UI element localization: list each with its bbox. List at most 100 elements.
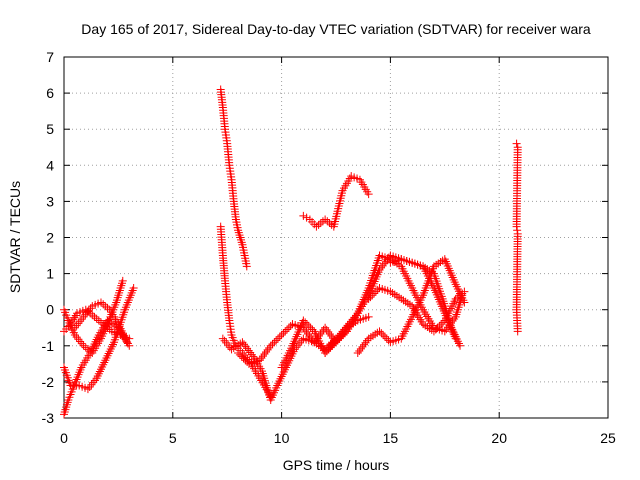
data-point	[448, 273, 457, 282]
data-point	[265, 343, 274, 352]
data-point	[356, 344, 365, 353]
data-point	[237, 352, 246, 361]
x-tick-label: 0	[60, 430, 68, 446]
data-point	[87, 380, 96, 389]
y-axis-label: SDTVAR / TECUs	[7, 181, 23, 293]
data-point	[373, 285, 382, 294]
data-point	[513, 327, 522, 336]
data-point	[435, 321, 444, 330]
data-point	[72, 321, 81, 330]
data-point	[70, 313, 79, 322]
data-point	[363, 336, 372, 345]
series-late-c	[353, 255, 469, 358]
data-point	[241, 356, 250, 365]
data-point	[242, 262, 251, 271]
data-point	[327, 332, 336, 341]
data-point	[325, 329, 334, 338]
data-point	[81, 310, 90, 319]
data-point	[322, 325, 331, 334]
data-point	[83, 385, 92, 394]
axis-ticks	[63, 56, 609, 419]
data-point	[440, 327, 449, 336]
y-tick-label: 7	[46, 49, 54, 65]
data-point	[286, 321, 295, 330]
series-early-e	[70, 298, 132, 347]
data-point	[443, 262, 452, 271]
data-point	[260, 350, 269, 359]
data-point	[270, 338, 279, 347]
data-point	[239, 340, 248, 349]
data-point	[246, 348, 255, 357]
data-point	[380, 332, 389, 341]
data-point	[268, 339, 277, 348]
data-point	[433, 323, 442, 332]
y-tick-label: 3	[46, 193, 54, 209]
data-point	[324, 327, 333, 336]
x-tick-labels: 0 5 10 15 20 25	[60, 430, 616, 446]
data-point	[429, 327, 438, 336]
y-tick-label: -3	[42, 410, 55, 426]
data-point	[513, 226, 522, 235]
data-point	[380, 259, 389, 268]
data-point	[361, 338, 370, 347]
y-tick-label: 4	[46, 157, 54, 173]
data-point	[446, 268, 455, 277]
data-point	[79, 312, 88, 321]
data-point	[379, 330, 388, 339]
data-point	[89, 378, 98, 387]
data-point	[224, 341, 233, 350]
data-point	[450, 278, 459, 287]
data-point	[294, 328, 303, 337]
data-point	[218, 334, 227, 343]
data-point	[272, 336, 281, 345]
data-point	[90, 312, 99, 321]
data-point	[305, 332, 314, 341]
y-tick-label: 2	[46, 230, 54, 246]
data-point	[294, 341, 303, 350]
data-point	[275, 332, 284, 341]
data-point	[336, 329, 345, 338]
data-point	[456, 341, 465, 350]
chart-title: Day 165 of 2017, Sidereal Day-to-day VTE…	[81, 21, 591, 37]
data-point	[99, 300, 108, 309]
data-point	[257, 354, 266, 363]
data-points	[60, 85, 522, 419]
data-point	[103, 303, 112, 312]
y-tick-label: -1	[42, 338, 55, 354]
series-upper	[299, 172, 373, 231]
data-point	[94, 316, 103, 325]
x-tick-label: 10	[274, 430, 290, 446]
data-point	[284, 323, 293, 332]
data-point	[281, 327, 290, 336]
data-point	[258, 352, 267, 361]
data-point	[273, 334, 282, 343]
data-point	[295, 338, 304, 347]
data-point	[90, 376, 99, 385]
data-point	[76, 317, 85, 326]
data-point	[364, 190, 373, 199]
data-point	[353, 349, 362, 358]
x-tick-label: 25	[600, 430, 616, 446]
data-point	[304, 321, 313, 330]
data-point	[279, 329, 288, 338]
series-late-e	[386, 255, 465, 350]
y-tick-labels: -3 -2 -1 0 1 2 3 4 5 6 7	[42, 49, 55, 426]
data-point	[377, 329, 386, 338]
data-point	[71, 311, 80, 320]
data-point	[77, 315, 86, 324]
data-point	[244, 346, 253, 355]
y-tick-label: 0	[46, 302, 54, 318]
grid	[64, 57, 608, 418]
data-point	[302, 327, 311, 336]
data-point	[306, 323, 315, 332]
y-tick-label: -2	[42, 374, 55, 390]
data-point	[74, 319, 83, 328]
data-point	[366, 293, 375, 302]
data-point	[77, 339, 86, 348]
data-point	[358, 342, 367, 351]
y-tick-label: 1	[46, 266, 54, 282]
data-point	[304, 329, 313, 338]
data-point	[225, 343, 234, 352]
data-point	[292, 332, 301, 341]
data-point	[512, 139, 521, 148]
